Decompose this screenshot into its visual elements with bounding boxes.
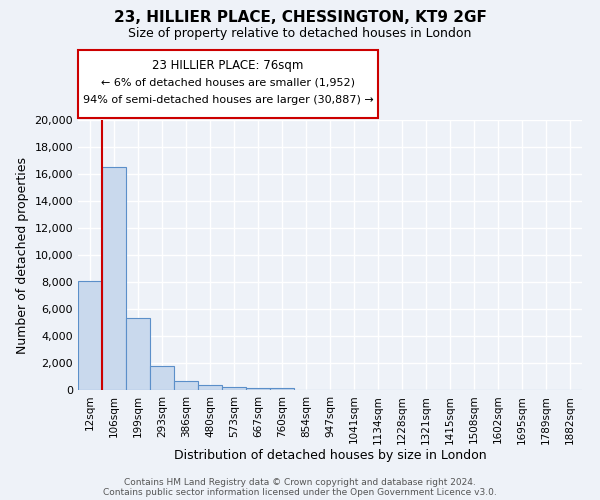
Bar <box>222 387 246 390</box>
X-axis label: Distribution of detached houses by size in London: Distribution of detached houses by size … <box>173 449 487 462</box>
Y-axis label: Number of detached properties: Number of detached properties <box>16 156 29 354</box>
Bar <box>198 385 222 390</box>
Bar <box>174 380 198 390</box>
Text: Size of property relative to detached houses in London: Size of property relative to detached ho… <box>128 28 472 40</box>
Bar <box>270 388 294 390</box>
Bar <box>126 318 150 390</box>
Text: 23 HILLIER PLACE: 76sqm: 23 HILLIER PLACE: 76sqm <box>152 59 304 72</box>
Bar <box>246 388 270 390</box>
Text: Contains HM Land Registry data © Crown copyright and database right 2024.: Contains HM Land Registry data © Crown c… <box>124 478 476 487</box>
Text: ← 6% of detached houses are smaller (1,952): ← 6% of detached houses are smaller (1,9… <box>101 78 355 88</box>
Bar <box>78 280 102 390</box>
Text: 94% of semi-detached houses are larger (30,887) →: 94% of semi-detached houses are larger (… <box>83 95 373 105</box>
Text: 23, HILLIER PLACE, CHESSINGTON, KT9 2GF: 23, HILLIER PLACE, CHESSINGTON, KT9 2GF <box>113 10 487 25</box>
Bar <box>150 366 174 390</box>
Text: Contains public sector information licensed under the Open Government Licence v3: Contains public sector information licen… <box>103 488 497 497</box>
Bar <box>102 167 126 390</box>
